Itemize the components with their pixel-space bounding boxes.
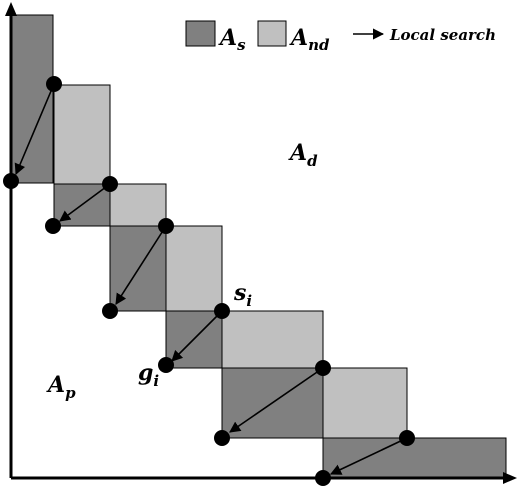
legend-label-local-search: Local search: [389, 26, 496, 44]
nd-box-1: [53, 84, 111, 185]
region-label-dominated: A: [288, 140, 307, 166]
legend: As And Local search: [185, 20, 496, 54]
svg-text:Ad: Ad: [288, 140, 318, 170]
search-arrow-2: [59, 183, 111, 222]
goal-sub: i: [153, 372, 159, 390]
svg-text:As: As: [218, 25, 246, 54]
point: [315, 470, 331, 486]
local-search-arrows: [14, 83, 408, 475]
point: [214, 430, 230, 446]
search-arrow-6: [329, 437, 408, 475]
region-label-potential: A: [46, 372, 65, 398]
legend-sub-dominating: s: [237, 36, 246, 54]
seed-point: [214, 303, 230, 319]
non-dominating-boxes: [53, 84, 408, 439]
nd-box-2: [109, 183, 167, 227]
svg-text:gi: gi: [138, 360, 159, 390]
nd-box-3: [165, 225, 223, 312]
point: [3, 173, 19, 189]
seed-label: s: [233, 280, 246, 306]
s-box-6: [322, 437, 507, 479]
legend-label-non-dominating: A: [289, 25, 308, 51]
goal-point: [158, 357, 174, 373]
seed-sub: i: [246, 292, 252, 310]
region-sub-dominated: d: [307, 152, 318, 170]
axes: [5, 2, 517, 484]
search-arrow-3: [115, 225, 167, 305]
legend-label-dominating: A: [218, 25, 237, 51]
legend-swatch-non-dominating: [257, 20, 287, 47]
s-box-1: [10, 14, 54, 184]
point: [158, 218, 174, 234]
x-axis-arrow: [503, 472, 517, 484]
goal-label: g: [138, 360, 153, 386]
point: [46, 76, 62, 92]
search-arrow-5: [229, 367, 324, 433]
point: [45, 218, 61, 234]
point: [102, 176, 118, 192]
svg-text:And: And: [289, 25, 330, 54]
solution-points: [3, 76, 415, 486]
y-axis-arrow: [5, 2, 17, 16]
search-arrow-4: [171, 310, 223, 362]
legend-sub-non-dominating: nd: [308, 36, 330, 54]
legend-swatch-dominating: [185, 20, 216, 47]
point: [315, 360, 331, 376]
dominating-boxes: [10, 14, 507, 479]
nd-box-5: [322, 367, 408, 439]
search-arrow-1: [14, 83, 55, 176]
region-sub-potential: p: [65, 384, 76, 402]
point: [102, 303, 118, 319]
point: [399, 430, 415, 446]
nd-box-4: [221, 310, 324, 369]
svg-text:Ap: Ap: [46, 372, 76, 402]
svg-text:si: si: [233, 280, 252, 310]
